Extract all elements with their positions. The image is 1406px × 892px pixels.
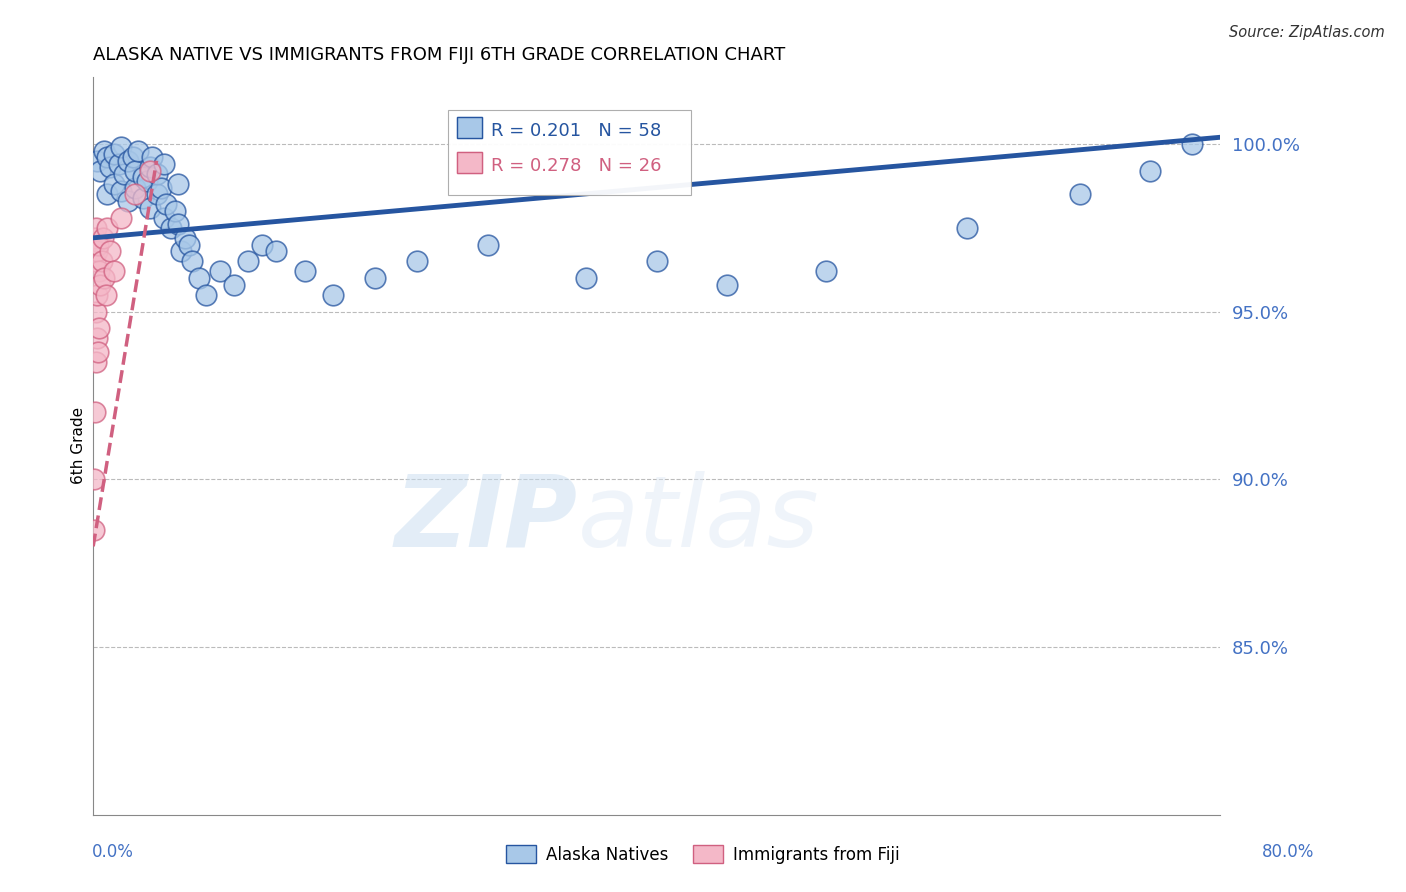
Point (117, 194, 139, 208)
Point (86, 344, 108, 359)
Point (814, 264, 837, 278)
Point (163, 204, 186, 219)
Point (87, 321, 110, 335)
Point (159, 220, 181, 235)
Point (86, 288, 108, 302)
Point (1069, 187, 1091, 202)
Point (89, 163, 111, 178)
Point (84, 304, 107, 318)
Text: ALASKA NATIVE VS IMMIGRANTS FROM FIJI 6TH GRADE CORRELATION CHART: ALASKA NATIVE VS IMMIGRANTS FROM FIJI 6T… (93, 46, 786, 64)
Point (166, 177, 188, 191)
Point (87, 264, 110, 278)
Point (138, 163, 160, 178)
Point (294, 264, 316, 278)
Point (93, 144, 115, 158)
Text: R = 0.278   N = 26: R = 0.278 N = 26 (491, 157, 662, 175)
Point (84, 355, 107, 369)
Y-axis label: 6th Grade: 6th Grade (72, 407, 86, 484)
Point (86, 244, 108, 259)
Point (96, 220, 118, 235)
Point (187, 271, 209, 285)
Point (83, 405, 105, 419)
Point (406, 254, 429, 268)
Point (266, 244, 288, 259)
Point (127, 144, 149, 158)
Point (89, 277, 111, 292)
Point (138, 201, 160, 215)
Point (149, 180, 172, 194)
Point (238, 254, 260, 268)
Point (112, 167, 135, 181)
Bar (457, 153, 482, 173)
Point (103, 147, 125, 161)
Point (173, 231, 195, 245)
Point (716, 277, 738, 292)
Point (141, 150, 163, 164)
Point (166, 218, 188, 232)
Point (169, 244, 191, 259)
Bar (457, 118, 482, 138)
Point (96, 150, 118, 164)
Point (477, 237, 499, 252)
Point (208, 264, 231, 278)
Point (110, 211, 132, 225)
Point (1139, 163, 1161, 178)
Text: 0.0%: 0.0% (91, 843, 134, 861)
Point (84, 220, 107, 235)
Point (222, 277, 245, 292)
Point (155, 197, 177, 211)
Point (86, 153, 108, 168)
Point (124, 163, 146, 178)
FancyBboxPatch shape (449, 110, 690, 195)
Point (90, 254, 112, 268)
Text: 80.0%: 80.0% (1263, 843, 1315, 861)
Point (117, 153, 139, 168)
Text: R = 0.201   N = 58: R = 0.201 N = 58 (491, 122, 661, 140)
Point (96, 187, 118, 202)
Point (87, 237, 110, 252)
Point (177, 237, 200, 252)
Point (84, 231, 107, 245)
Point (83, 472, 105, 486)
Point (152, 211, 174, 225)
Point (110, 140, 132, 154)
Point (194, 288, 217, 302)
Point (252, 237, 274, 252)
Bar (457, 153, 482, 173)
Text: Source: ZipAtlas.com: Source: ZipAtlas.com (1229, 25, 1385, 40)
Text: atlas: atlas (578, 471, 820, 568)
Point (364, 271, 387, 285)
Point (131, 170, 153, 185)
Point (91, 231, 114, 245)
Point (575, 271, 598, 285)
Text: ZIP: ZIP (395, 471, 578, 568)
Point (121, 150, 143, 164)
Legend: Alaska Natives, Immigrants from Fiji: Alaska Natives, Immigrants from Fiji (499, 838, 907, 871)
Point (131, 191, 153, 205)
Point (180, 254, 202, 268)
Bar (457, 118, 482, 138)
Point (98, 244, 121, 259)
Point (93, 271, 115, 285)
Point (98, 161, 121, 175)
Point (135, 174, 157, 188)
Point (107, 157, 129, 171)
Point (956, 220, 979, 235)
Point (145, 167, 167, 181)
Point (103, 177, 125, 191)
Point (86, 331, 108, 345)
Point (124, 180, 146, 194)
Point (152, 157, 174, 171)
Point (83, 523, 105, 537)
Point (124, 187, 146, 202)
Point (145, 187, 167, 202)
Point (1181, 136, 1204, 151)
Point (138, 161, 160, 175)
Point (645, 254, 668, 268)
Point (322, 288, 344, 302)
Point (83, 254, 105, 268)
Point (94, 288, 117, 302)
Point (103, 264, 125, 278)
Point (110, 184, 132, 198)
